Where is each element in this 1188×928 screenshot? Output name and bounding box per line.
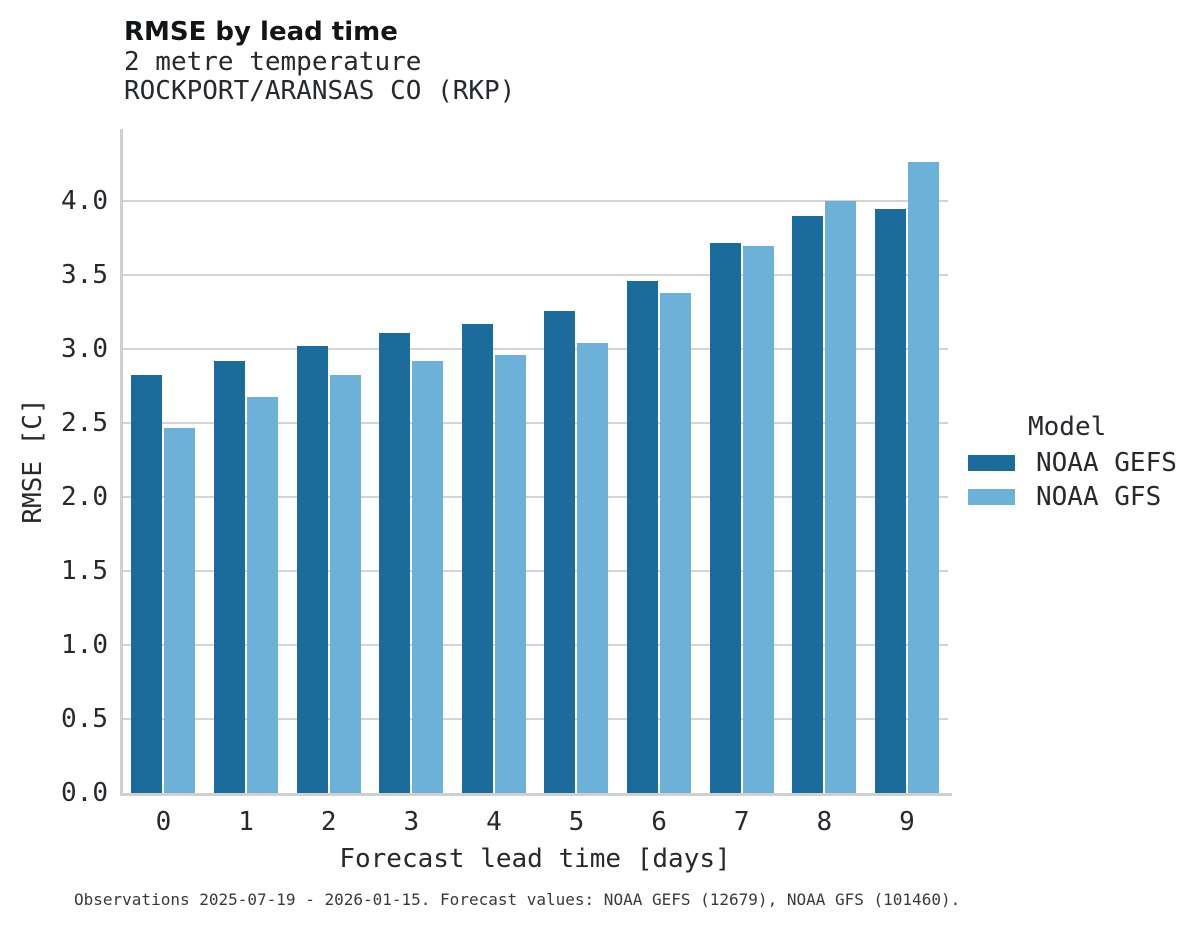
y-axis-spine xyxy=(120,129,123,796)
legend: NOAA GEFS NOAA GFS xyxy=(968,446,1177,514)
y-tick-0.5: 0.5 xyxy=(61,704,108,735)
legend-item-noaa-gfs: NOAA GFS xyxy=(968,480,1177,514)
gridline-y-3.5 xyxy=(122,274,948,277)
y-tick-0.0: 0.0 xyxy=(61,778,108,808)
x-tick-4: 4 xyxy=(486,807,502,837)
x-tick-1: 1 xyxy=(238,807,254,837)
bar-noaa-gfs-day-8 xyxy=(825,201,857,793)
bar-noaa-gfs-day-4 xyxy=(494,355,526,793)
bar-noaa-gefs-day-4 xyxy=(461,324,493,793)
y-tick-3.0: 3.0 xyxy=(61,334,108,365)
y-tick-1.0: 1.0 xyxy=(61,630,108,661)
legend-swatch-icon xyxy=(968,455,1015,471)
chart-subtitle-station: ROCKPORT/ARANSAS CO (RKP) xyxy=(124,75,516,106)
plot-area xyxy=(122,129,948,793)
gridline-y-2.0 xyxy=(122,496,948,499)
x-tick-2: 2 xyxy=(320,807,337,837)
bar-noaa-gefs-day-6 xyxy=(626,281,658,793)
x-tick-5: 5 xyxy=(568,807,585,837)
y-tick-3.5: 3.5 xyxy=(61,260,108,291)
y-tick-2.5: 2.5 xyxy=(61,408,108,439)
bar-noaa-gefs-day-5 xyxy=(544,310,576,793)
bar-noaa-gfs-day-9 xyxy=(907,161,939,793)
y-tick-1.5: 1.5 xyxy=(61,556,108,587)
bar-noaa-gfs-day-0 xyxy=(164,427,196,793)
x-tick-8: 8 xyxy=(816,807,833,837)
bar-noaa-gfs-day-5 xyxy=(577,343,609,793)
bar-noaa-gefs-day-1 xyxy=(213,361,245,793)
x-tick-3: 3 xyxy=(403,807,420,837)
legend-label: NOAA GFS xyxy=(1036,482,1162,512)
legend-item-noaa-gefs: NOAA GEFS xyxy=(968,446,1177,480)
legend-label: NOAA GEFS xyxy=(1036,448,1177,478)
bar-noaa-gefs-day-9 xyxy=(874,208,906,793)
x-tick-9: 9 xyxy=(899,807,915,837)
bar-noaa-gefs-day-7 xyxy=(709,242,741,793)
gridline-y-3.0 xyxy=(122,348,948,351)
chart-title: RMSE by lead time xyxy=(124,17,398,47)
gridline-y-1.0 xyxy=(122,644,948,647)
gridline-y-1.5 xyxy=(122,570,948,573)
bar-noaa-gefs-day-0 xyxy=(131,374,163,793)
legend-swatch-icon xyxy=(968,489,1015,505)
bar-noaa-gfs-day-7 xyxy=(742,245,774,793)
x-tick-7: 7 xyxy=(733,807,750,837)
bar-noaa-gfs-day-3 xyxy=(412,361,444,793)
x-tick-0: 0 xyxy=(155,807,172,837)
gridline-y-0.5 xyxy=(122,718,948,721)
footer-note: Observations 2025-07-19 - 2026-01-15. Fo… xyxy=(74,890,961,909)
chart-subtitle-variable: 2 metre temperature xyxy=(124,47,422,77)
gridline-y-2.5 xyxy=(122,422,948,425)
bar-noaa-gfs-day-2 xyxy=(329,374,361,793)
x-tick-6: 6 xyxy=(651,807,667,837)
bar-noaa-gefs-day-2 xyxy=(296,346,328,793)
x-axis-title: Forecast lead time [days] xyxy=(339,844,731,874)
y-tick-4.0: 4.0 xyxy=(61,186,108,217)
legend-title: Model xyxy=(1028,412,1107,442)
x-axis-spine xyxy=(120,793,952,796)
gridline-y-4.0 xyxy=(122,200,948,203)
bar-noaa-gfs-day-6 xyxy=(659,293,691,793)
bar-noaa-gfs-day-1 xyxy=(246,396,278,793)
chart-header: RMSE by lead time 2 metre temperature RO… xyxy=(124,16,515,105)
bar-noaa-gefs-day-8 xyxy=(792,216,824,793)
bar-noaa-gefs-day-3 xyxy=(379,333,411,793)
y-tick-2.0: 2.0 xyxy=(61,482,108,513)
